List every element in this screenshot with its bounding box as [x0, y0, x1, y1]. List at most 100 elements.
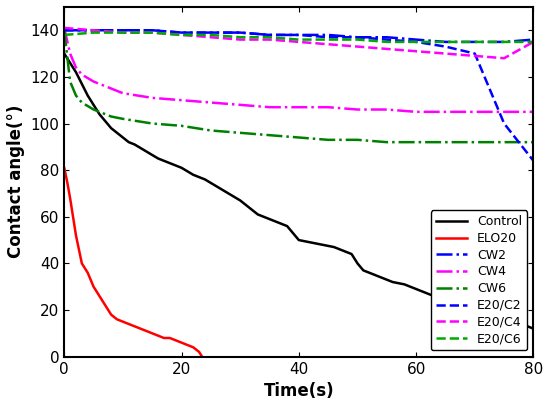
E20/C2: [501, 121, 508, 126]
E20/C6: [178, 33, 185, 37]
ELO20: [84, 270, 91, 275]
Control: [530, 326, 537, 331]
E20/C4: [178, 33, 185, 37]
E20/C6: [90, 30, 97, 35]
CW2: [325, 33, 332, 37]
CW2: [413, 37, 420, 42]
ELO20: [178, 340, 185, 345]
Control: [343, 249, 349, 254]
CW4: [266, 105, 273, 109]
X-axis label: Time(s): Time(s): [263, 382, 334, 400]
CW4: [413, 109, 420, 114]
E20/C2: [442, 44, 449, 49]
CW4: [383, 107, 390, 112]
CW2: [266, 33, 273, 37]
Control: [483, 308, 490, 313]
ELO20: [137, 326, 144, 331]
E20/C2: [149, 28, 156, 33]
CW2: [178, 30, 185, 35]
CW6: [501, 140, 508, 144]
E20/C6: [530, 39, 537, 44]
E20/C2: [61, 28, 68, 33]
ELO20: [155, 333, 161, 338]
CW4: [354, 107, 361, 112]
E20/C6: [119, 30, 126, 35]
CW4: [442, 109, 449, 114]
ELO20: [90, 284, 97, 289]
CW4: [61, 26, 68, 31]
ELO20: [172, 338, 179, 343]
Control: [61, 51, 68, 56]
E20/C2: [530, 158, 537, 163]
ELO20: [67, 196, 73, 201]
CW6: [413, 140, 420, 144]
E20/C6: [237, 35, 244, 40]
ELO20: [102, 303, 108, 308]
Control: [202, 177, 208, 182]
ELO20: [149, 331, 156, 336]
Line: E20/C6: E20/C6: [64, 33, 534, 42]
CW6: [325, 138, 332, 142]
CW6: [354, 138, 361, 142]
CW6: [442, 140, 449, 144]
ELO20: [184, 343, 191, 348]
E20/C6: [383, 39, 390, 44]
E20/C6: [413, 39, 420, 44]
ELO20: [70, 214, 76, 219]
E20/C2: [119, 28, 126, 33]
CW2: [530, 37, 537, 42]
ELO20: [131, 324, 138, 329]
ELO20: [119, 319, 126, 324]
E20/C4: [149, 30, 156, 35]
CW2: [90, 28, 97, 33]
CW4: [295, 105, 302, 109]
ELO20: [73, 233, 79, 238]
E20/C2: [325, 35, 332, 40]
ELO20: [79, 261, 85, 266]
CW4: [67, 51, 73, 56]
CW2: [501, 39, 508, 44]
Line: CW4: CW4: [64, 28, 534, 112]
CW6: [266, 133, 273, 138]
ELO20: [114, 317, 120, 322]
CW6: [178, 123, 185, 128]
E20/C2: [383, 37, 390, 42]
CW2: [354, 35, 361, 40]
CW6: [90, 107, 97, 112]
E20/C6: [295, 37, 302, 42]
CW6: [471, 140, 478, 144]
E20/C6: [149, 30, 156, 35]
E20/C2: [207, 30, 214, 35]
CW6: [67, 79, 73, 84]
E20/C4: [325, 42, 332, 47]
E20/C6: [207, 33, 214, 37]
E20/C6: [442, 39, 449, 44]
ELO20: [199, 354, 205, 359]
ELO20: [161, 335, 167, 340]
E20/C6: [266, 35, 273, 40]
ELO20: [61, 165, 68, 170]
CW4: [501, 109, 508, 114]
E20/C6: [471, 39, 478, 44]
CW2: [149, 28, 156, 33]
E20/C4: [237, 37, 244, 42]
E20/C2: [413, 39, 420, 44]
Line: E20/C2: E20/C2: [64, 30, 534, 161]
E20/C6: [61, 33, 68, 37]
E20/C4: [383, 46, 390, 51]
Legend: Control, ELO20, CW2, CW4, CW6, E20/C2, E20/C4, E20/C6: Control, ELO20, CW2, CW4, CW6, E20/C2, E…: [431, 210, 527, 350]
CW4: [530, 109, 537, 114]
CW6: [108, 114, 114, 119]
CW2: [383, 35, 390, 40]
E20/C2: [178, 30, 185, 35]
CW6: [295, 135, 302, 140]
E20/C2: [354, 35, 361, 40]
ELO20: [108, 312, 114, 317]
CW6: [149, 121, 156, 126]
E20/C2: [266, 33, 273, 37]
CW6: [73, 93, 79, 98]
E20/C2: [471, 51, 478, 56]
Line: ELO20: ELO20: [64, 168, 202, 357]
ELO20: [64, 179, 70, 184]
E20/C4: [354, 44, 361, 49]
